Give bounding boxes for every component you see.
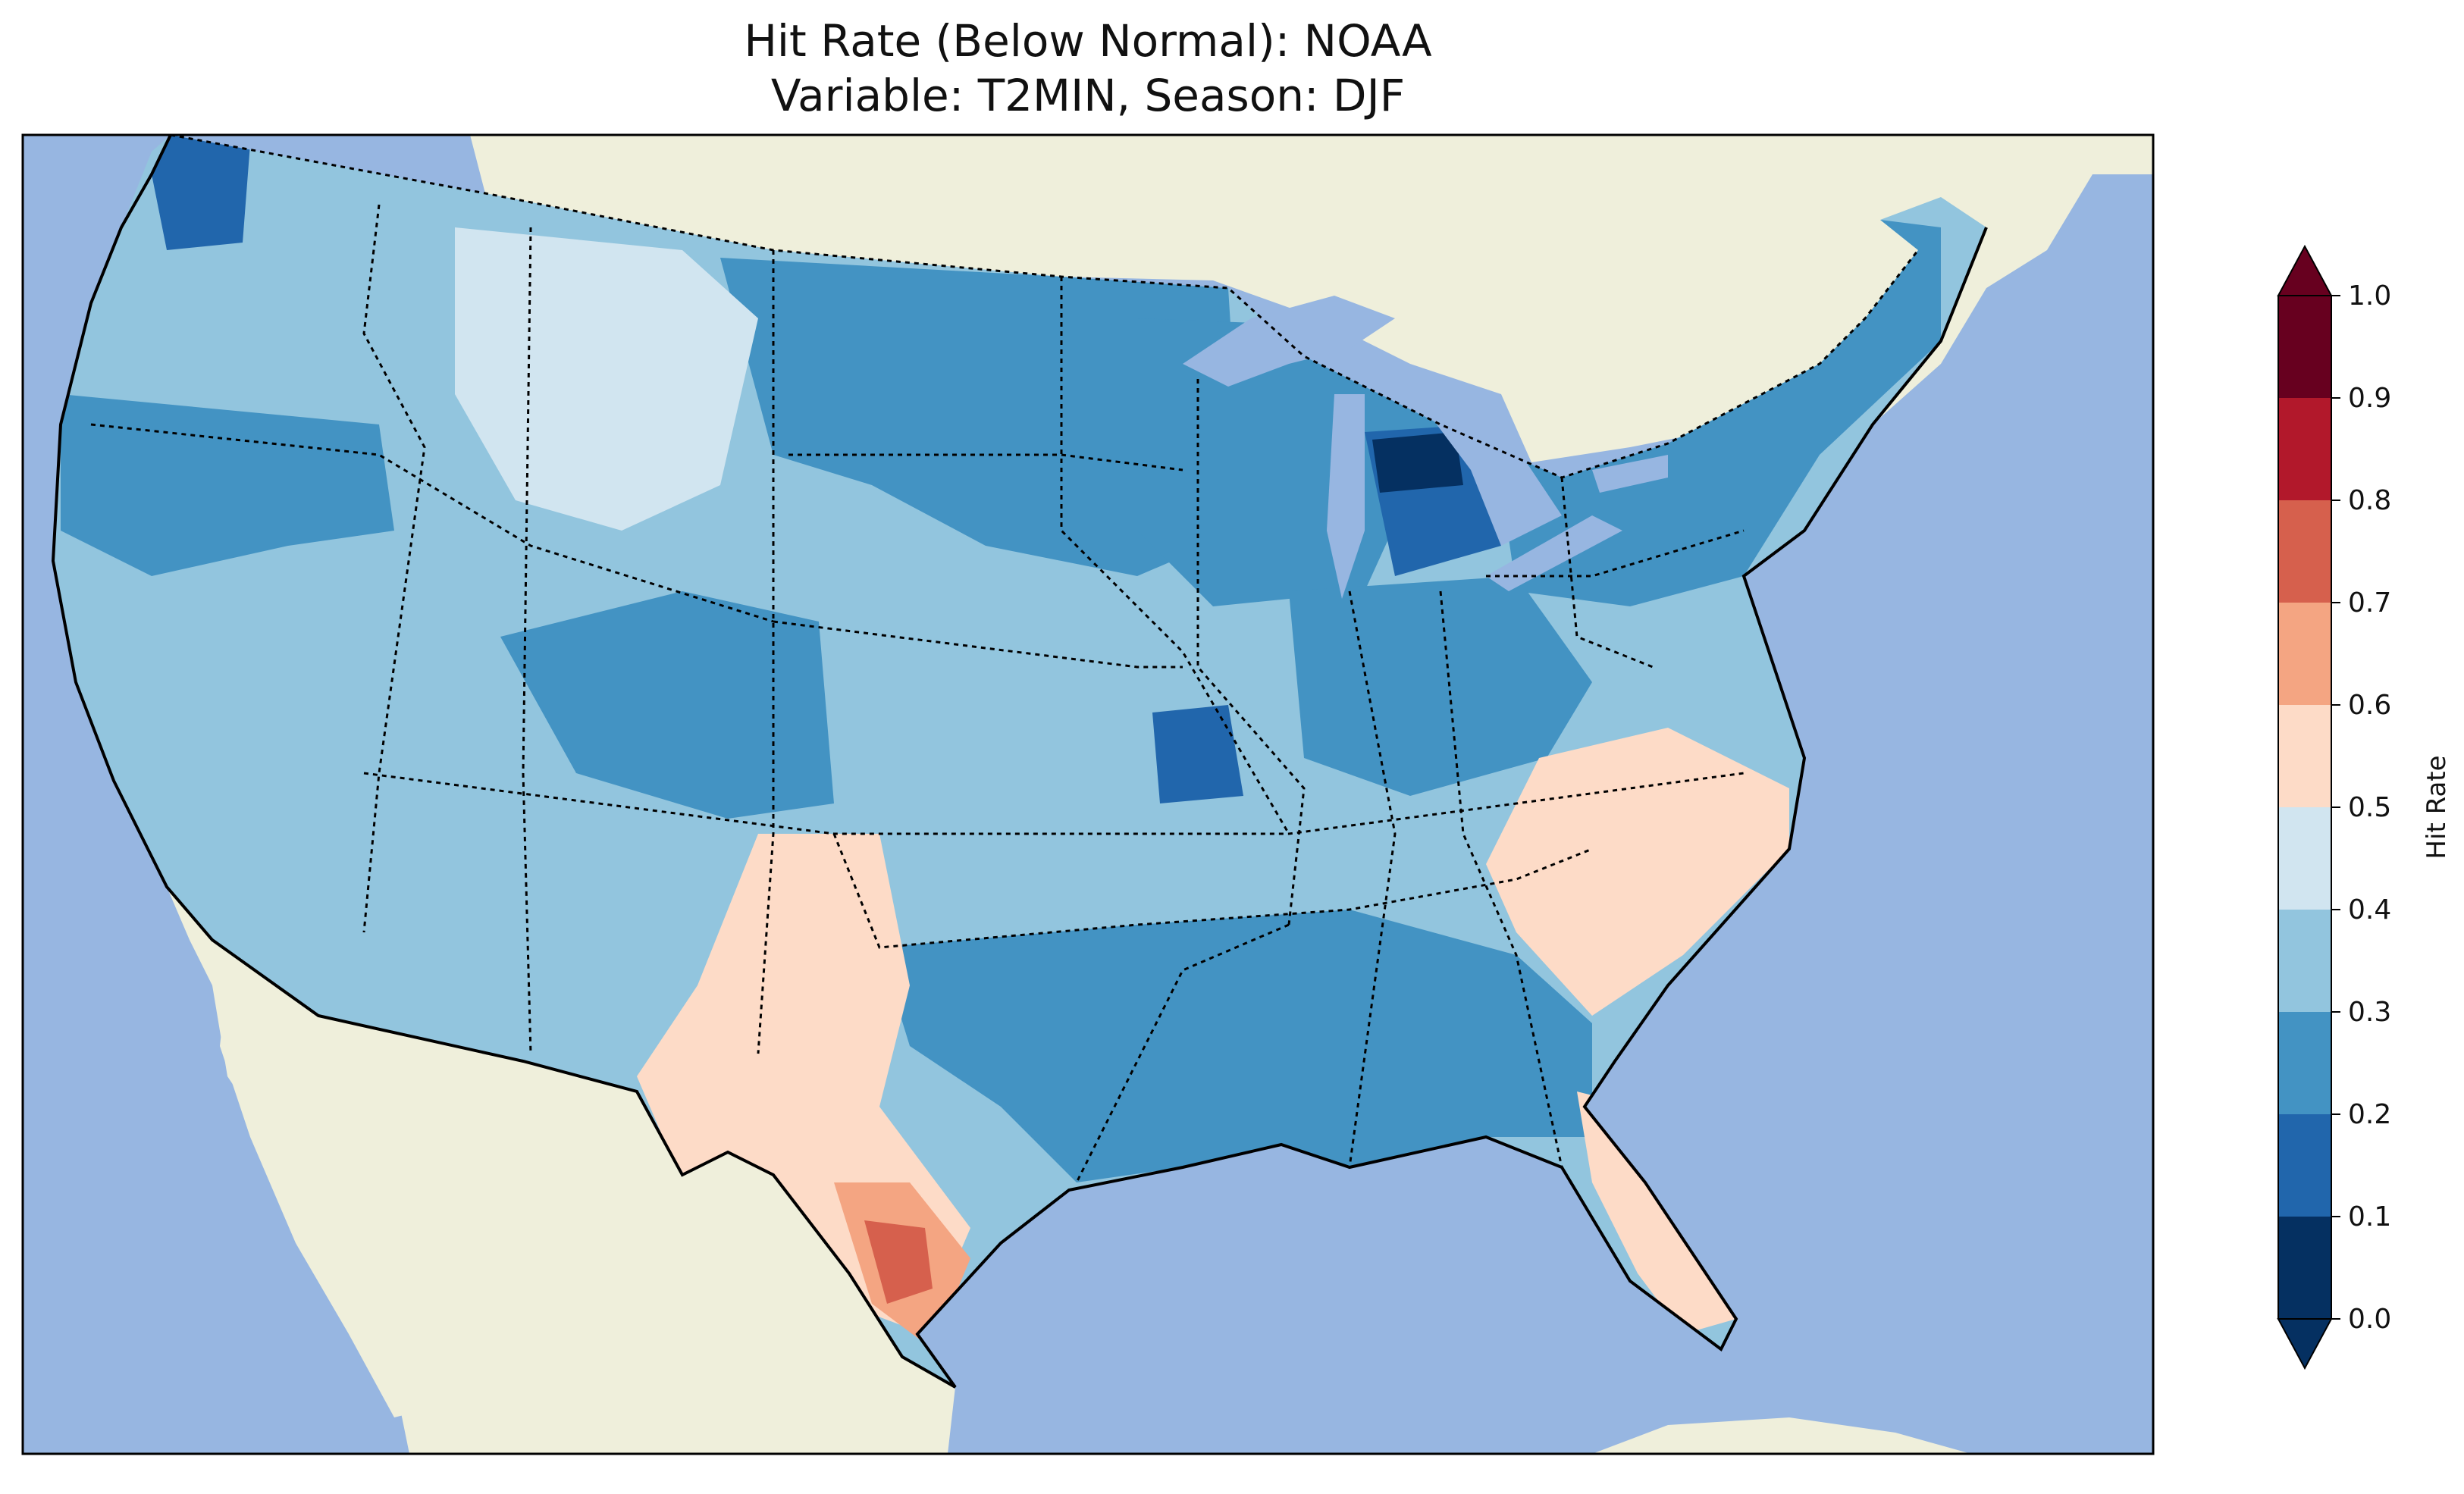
conus-outline (51, 135, 1988, 1389)
colorbar-tick-label: 0.0 (2348, 1304, 2391, 1335)
colorbar-bin (2278, 398, 2331, 500)
region-colorado (500, 591, 834, 819)
colorbar-bin (2278, 1114, 2331, 1217)
region-ohio-valley (1289, 576, 1592, 796)
title-line-1: Hit Rate (Below Normal): NOAA (744, 15, 1432, 67)
canada-land (470, 135, 2153, 462)
map-frame (21, 133, 2155, 1455)
colorbar-bin (2278, 1217, 2331, 1319)
colorbar-bin (2278, 603, 2331, 705)
state-borders (90, 204, 1745, 1183)
colorbar-bin (2278, 500, 2331, 603)
region-upper-midwest (1137, 318, 1440, 606)
region-carolinas-virginia (1486, 728, 1789, 1016)
region-michigan-core (1372, 432, 1463, 493)
colorbar-tick-label: 1.0 (2348, 280, 2391, 312)
colorbar-extend-max (2277, 244, 2333, 296)
colorbar-tick-label: 0.7 (2348, 587, 2391, 619)
baja-land (220, 978, 425, 1417)
colorbar-tick-label: 0.9 (2348, 383, 2391, 414)
colorbar-tick-label: 0.1 (2348, 1201, 2391, 1232)
colorbar-bin (2278, 296, 2331, 398)
colorbar-tick-label: 0.3 (2348, 997, 2391, 1028)
map-area (23, 135, 2153, 1454)
lake-michigan (1327, 394, 1365, 599)
colorbar-tick-label: 0.2 (2348, 1099, 2391, 1130)
us-mexico-border (212, 938, 956, 1389)
colorbar-tick-label: 0.6 (2348, 690, 2391, 721)
region-washington (152, 135, 250, 250)
colorbar-tick-label: 0.8 (2348, 485, 2391, 516)
colorbar-tick-label: 0.5 (2348, 792, 2391, 823)
colorbar-bin (2278, 1012, 2331, 1114)
colorbar-bin (2278, 705, 2331, 807)
title-line-2: Variable: T2MIN, Season: DJF (770, 70, 1406, 121)
region-lower-mississippi (879, 910, 1592, 1182)
cuba-land (1592, 1417, 1971, 1454)
colorbar-bin (2278, 807, 2331, 910)
lake-huron (1425, 409, 1562, 546)
region-south-texas-core (864, 1220, 933, 1304)
region-oregon (61, 394, 394, 576)
map-title: Hit Rate (Below Normal): NOAA Variable: … (23, 14, 2153, 123)
colorbar-bin (2278, 910, 2331, 1012)
colorbar-extend-min (2277, 1318, 2333, 1370)
colorbar: 0.0 0.1 0.2 0.3 0.4 0.5 0.6 0.7 0.8 0.9 1.0 Hit Rat… (2277, 244, 2452, 1370)
region-missouri (1152, 705, 1243, 803)
colorbar-tick-label: 0.4 (2348, 894, 2391, 926)
us-canada-border (170, 135, 1920, 479)
lake-ontario (1592, 455, 1668, 493)
region-northern-plains (720, 258, 1243, 576)
colorbar-label: Hit Rate (2422, 755, 2452, 859)
lake-erie (1486, 515, 1622, 591)
region-florida (1577, 1092, 1736, 1334)
